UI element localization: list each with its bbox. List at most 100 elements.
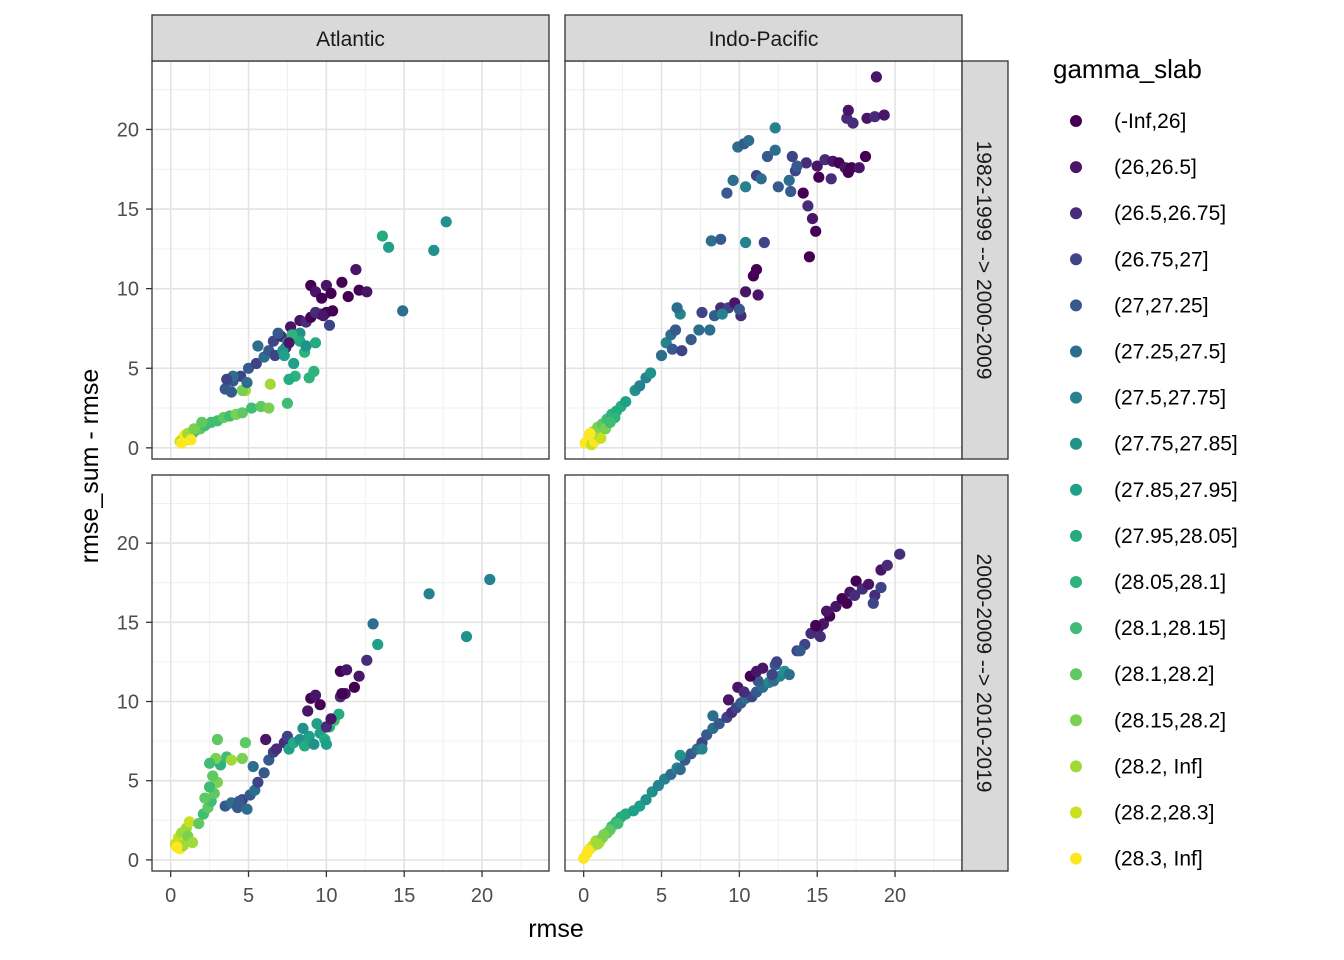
data-point — [361, 286, 373, 298]
data-point — [721, 187, 733, 199]
data-point — [758, 236, 770, 249]
data-point — [185, 434, 197, 446]
data-point — [281, 397, 293, 409]
data-point — [786, 150, 798, 163]
data-point — [221, 373, 233, 385]
data-point — [225, 754, 237, 766]
y-axis-tick-label: 5 — [128, 358, 139, 380]
data-point — [671, 302, 683, 314]
data-point — [704, 324, 716, 336]
legend-key — [1070, 576, 1082, 588]
legend-label: (27.25,27.5] — [1114, 341, 1226, 364]
y-axis-tick-label: 10 — [117, 692, 139, 714]
x-axis-tick-label: 0 — [578, 885, 589, 907]
legend-key — [1070, 806, 1082, 819]
data-point — [821, 605, 833, 617]
y-axis-tick-label: 15 — [117, 199, 139, 221]
legend-label: (26.5,26.75] — [1114, 202, 1226, 225]
data-point — [869, 111, 881, 123]
data-point — [666, 343, 679, 355]
data-point — [612, 817, 624, 830]
data-point — [341, 664, 353, 676]
legend-title: gamma_slab — [1053, 54, 1202, 84]
data-point — [740, 236, 752, 249]
data-point — [250, 357, 262, 370]
facet-strip-column — [564, 14, 963, 62]
facet-strip-row — [961, 60, 1009, 460]
y-axis-tick-label: 5 — [128, 771, 139, 793]
data-point — [225, 386, 237, 398]
data-point — [859, 150, 872, 163]
y-axis-tick-label: 0 — [128, 438, 139, 460]
data-point — [372, 638, 384, 651]
y-axis-tick-label: 20 — [117, 533, 139, 555]
data-point — [881, 559, 893, 571]
panel-border — [151, 474, 550, 872]
data-point — [484, 573, 496, 586]
x-axis-tick-label: 20 — [884, 885, 906, 907]
legend-label: (27,27.25] — [1114, 294, 1209, 317]
data-point — [813, 171, 825, 183]
legend-key — [1070, 622, 1082, 635]
data-point — [867, 597, 879, 609]
data-point — [325, 287, 337, 299]
data-point — [634, 380, 646, 392]
data-point — [460, 631, 473, 643]
data-point — [620, 396, 632, 408]
data-point — [693, 324, 705, 336]
data-point — [853, 162, 865, 174]
data-point — [810, 225, 822, 237]
legend-key — [1070, 852, 1082, 865]
data-point — [176, 437, 188, 449]
data-point — [171, 841, 183, 853]
facet-strip-label: 1982-1999 --> 2000-2009 — [972, 141, 995, 380]
legend-key — [1070, 115, 1082, 127]
data-point — [299, 740, 311, 752]
data-point — [297, 722, 309, 735]
legend-key — [1070, 483, 1082, 496]
legend-key — [1070, 668, 1082, 681]
legend-key — [1070, 161, 1082, 174]
data-point — [233, 795, 245, 807]
data-point — [645, 367, 657, 379]
data-point — [870, 71, 883, 83]
x-axis-title: rmse — [528, 915, 584, 943]
x-axis-tick-label: 15 — [806, 885, 828, 907]
data-point — [283, 373, 295, 385]
data-point — [278, 349, 290, 362]
data-point — [750, 264, 763, 276]
x-axis-tick-label: 5 — [243, 885, 254, 907]
data-point — [207, 770, 219, 782]
data-point — [825, 173, 837, 185]
data-point — [685, 334, 697, 346]
x-axis-tick-label: 15 — [393, 885, 415, 907]
legend-key — [1070, 345, 1082, 358]
data-point — [311, 718, 323, 730]
legend-label: (28.2, Inf] — [1114, 755, 1203, 778]
panel-0-0 — [151, 60, 550, 460]
data-point — [376, 230, 388, 242]
legend-key — [1070, 299, 1082, 312]
data-point — [252, 340, 264, 352]
data-point — [842, 166, 854, 178]
legend-label: (28.1,28.2] — [1114, 663, 1214, 686]
data-point — [830, 600, 842, 613]
facet-strip-column — [151, 14, 550, 62]
data-point — [260, 733, 272, 746]
legend-label: (27.95,28.05] — [1114, 525, 1238, 548]
data-point — [428, 244, 440, 256]
data-point — [246, 402, 258, 414]
data-point — [336, 276, 348, 288]
legend-label: (28.05,28.1] — [1114, 571, 1226, 594]
legend-key — [1070, 529, 1082, 542]
x-axis-tick-label: 10 — [315, 885, 337, 907]
data-point — [814, 631, 826, 643]
data-point — [309, 337, 322, 349]
data-point — [716, 308, 728, 320]
data-point — [397, 305, 409, 317]
data-point — [705, 235, 717, 247]
data-point — [806, 213, 819, 225]
data-point — [842, 104, 854, 116]
data-point — [302, 705, 314, 717]
y-axis-tick-label: 15 — [117, 612, 139, 634]
